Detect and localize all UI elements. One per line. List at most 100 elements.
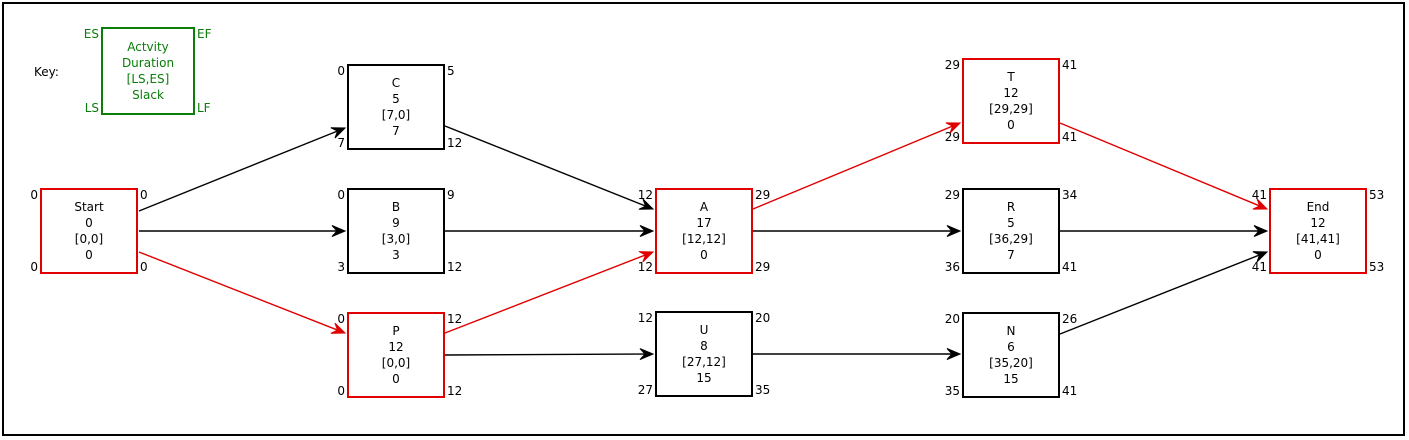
key-ef: EF <box>197 27 211 41</box>
node-ls-es: [12,12] <box>682 231 726 247</box>
node-slack: 3 <box>392 247 400 263</box>
node-ls: 36 <box>945 260 960 274</box>
arrow-r-to-end <box>1060 226 1267 237</box>
node-duration: 8 <box>700 338 708 354</box>
node-ls: 3 <box>337 260 345 274</box>
arrow-u-to-n <box>753 349 960 360</box>
node-es: 29 <box>945 58 960 72</box>
node-es: 0 <box>337 312 345 326</box>
node-ls: 12 <box>638 260 653 274</box>
node-slack: 15 <box>696 370 711 386</box>
arrow-p-to-a <box>445 252 653 333</box>
node-lf: 12 <box>447 260 462 274</box>
node-ls-es: [41,41] <box>1296 231 1340 247</box>
node-duration: 12 <box>1003 85 1018 101</box>
node-ls-es: [35,20] <box>989 355 1033 371</box>
node-name: B <box>392 199 400 215</box>
node-name: R <box>1007 199 1015 215</box>
arrow-n-to-end <box>1060 252 1267 334</box>
node-slack: 0 <box>700 247 708 263</box>
node-ls: 0 <box>337 384 345 398</box>
node-ef: 41 <box>1062 58 1077 72</box>
activity-node-u: U 8 [27,12] 15 12 20 27 35 <box>655 311 753 397</box>
node-duration: 12 <box>1310 215 1325 231</box>
key-legend-box: Actvity Duration [LS,ES] Slack ES EF LS … <box>101 27 195 115</box>
node-duration: 0 <box>85 215 93 231</box>
node-lf: 41 <box>1062 384 1077 398</box>
node-ef: 34 <box>1062 188 1077 202</box>
key-ls-es: [LS,ES] <box>127 71 170 87</box>
key-activity: Actvity <box>127 39 169 55</box>
node-duration: 9 <box>392 215 400 231</box>
node-name: P <box>392 323 399 339</box>
node-ef: 20 <box>755 311 770 325</box>
node-slack: 0 <box>1314 247 1322 263</box>
node-name: N <box>1007 323 1016 339</box>
node-ls: 35 <box>945 384 960 398</box>
node-lf: 41 <box>1062 130 1077 144</box>
node-ls: 29 <box>945 130 960 144</box>
node-ls-es: [0,0] <box>382 355 410 371</box>
node-lf: 29 <box>755 260 770 274</box>
node-lf: 12 <box>447 136 462 150</box>
key-duration: Duration <box>122 55 174 71</box>
node-name: U <box>700 322 709 338</box>
arrow-t-to-end <box>1060 123 1267 209</box>
arrow-p-to-u <box>445 349 653 360</box>
activity-node-p: P 12 [0,0] 0 0 12 0 12 <box>347 312 445 398</box>
node-ls-es: [29,29] <box>989 101 1033 117</box>
arrow-start-to-p <box>139 252 345 333</box>
node-ls-es: [7,0] <box>382 107 410 123</box>
node-slack: 7 <box>392 123 400 139</box>
key-ls: LS <box>85 101 99 115</box>
node-duration: 5 <box>392 91 400 107</box>
node-duration: 6 <box>1007 339 1015 355</box>
activity-node-a: A 17 [12,12] 0 12 29 12 29 <box>655 188 753 274</box>
node-ef: 9 <box>447 188 455 202</box>
node-ls: 27 <box>638 383 653 397</box>
node-lf: 12 <box>447 384 462 398</box>
node-ef: 0 <box>140 188 148 202</box>
node-name: C <box>392 75 400 91</box>
node-name: Start <box>74 199 103 215</box>
node-ls: 7 <box>337 136 345 150</box>
node-lf: 41 <box>1062 260 1077 274</box>
node-ef: 29 <box>755 188 770 202</box>
node-ef: 53 <box>1369 188 1384 202</box>
node-ef: 5 <box>447 64 455 78</box>
node-lf: 0 <box>140 260 148 274</box>
node-duration: 5 <box>1007 215 1015 231</box>
node-ls-es: [36,29] <box>989 231 1033 247</box>
node-slack: 7 <box>1007 247 1015 263</box>
node-name: A <box>700 199 708 215</box>
node-ls-es: [0,0] <box>75 231 103 247</box>
node-slack: 0 <box>85 247 93 263</box>
node-es: 0 <box>337 64 345 78</box>
arrow-a-to-t <box>753 123 960 209</box>
node-es: 0 <box>30 188 38 202</box>
activity-node-c: C 5 [7,0] 7 0 5 7 12 <box>347 64 445 150</box>
activity-node-t: T 12 [29,29] 0 29 41 29 41 <box>962 58 1060 144</box>
node-es: 12 <box>638 311 653 325</box>
key-label: Key: <box>34 65 59 79</box>
node-es: 41 <box>1252 188 1267 202</box>
arrow-c-to-a <box>445 126 653 209</box>
key-slack: Slack <box>132 87 164 103</box>
node-slack: 0 <box>1007 117 1015 133</box>
arrow-start-to-c <box>139 128 345 211</box>
node-ls-es: [3,0] <box>382 231 410 247</box>
node-slack: 0 <box>392 371 400 387</box>
node-duration: 12 <box>388 339 403 355</box>
node-duration: 17 <box>696 215 711 231</box>
key-lf: LF <box>197 101 211 115</box>
node-name: End <box>1307 199 1330 215</box>
key-es: ES <box>84 27 99 41</box>
node-es: 29 <box>945 188 960 202</box>
activity-node-n: N 6 [35,20] 15 20 26 35 41 <box>962 312 1060 398</box>
arrow-a-to-r <box>753 226 960 237</box>
node-es: 20 <box>945 312 960 326</box>
node-es: 0 <box>337 188 345 202</box>
activity-node-end: End 12 [41,41] 0 41 53 41 53 <box>1269 188 1367 274</box>
node-es: 12 <box>638 188 653 202</box>
activity-node-b: B 9 [3,0] 3 0 9 3 12 <box>347 188 445 274</box>
